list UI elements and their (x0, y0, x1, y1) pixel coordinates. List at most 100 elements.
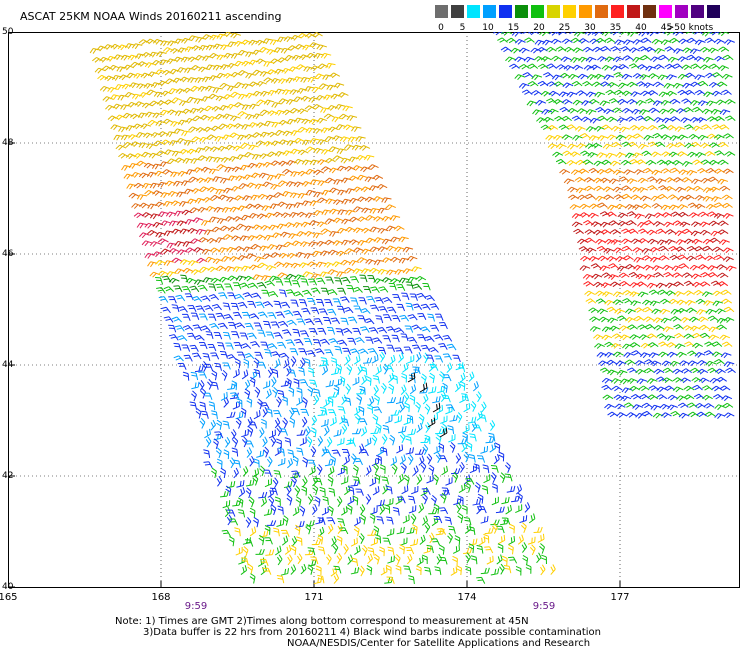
wind-barb (361, 268, 372, 275)
wind-barb (176, 137, 187, 144)
lat-label: 46 (2, 249, 14, 259)
wind-barb (642, 264, 654, 271)
wind-barb (354, 458, 363, 466)
wind-barb (186, 332, 197, 340)
wind-barb (674, 230, 686, 237)
wind-barb (311, 415, 318, 426)
wind-barb (193, 98, 205, 105)
wind-barb (365, 375, 372, 386)
wind-barb (346, 504, 353, 515)
wind-barb (446, 343, 457, 351)
wind-barb (674, 186, 686, 193)
wind-barb (293, 378, 300, 388)
wind-barb (653, 325, 665, 331)
wind-barb (264, 525, 271, 535)
wind-barb (689, 325, 701, 332)
wind-barb (337, 523, 343, 534)
wind-barb (198, 371, 207, 379)
wind-barb (668, 246, 680, 252)
wind-barb (368, 185, 380, 192)
wind-barb (650, 56, 662, 63)
wind-barb (314, 348, 325, 355)
wind-barb (434, 355, 444, 363)
wind-barb (684, 89, 696, 96)
wind-barb (150, 82, 162, 88)
wind-barb (577, 194, 589, 201)
wind-barb (606, 306, 618, 313)
scale-label: 45 (660, 23, 673, 33)
wind-barb (112, 103, 124, 110)
wind-barb (689, 117, 701, 123)
wind-barb (681, 98, 692, 104)
wind-barb (205, 331, 214, 339)
wind-barb (320, 148, 332, 155)
wind-barb (374, 473, 381, 484)
wind-barb (428, 361, 435, 372)
wind-barb (317, 534, 324, 545)
lon-label: 174 (457, 592, 477, 603)
wind-barb (367, 404, 373, 414)
wind-barb (381, 296, 393, 303)
wind-barb (308, 97, 319, 103)
wind-barb (155, 120, 166, 127)
wind-barb (409, 394, 416, 405)
wind-barb (363, 286, 372, 294)
wind-barb (382, 314, 392, 322)
wind-barb (601, 124, 613, 130)
wind-barb (312, 484, 319, 496)
wind-barb (162, 169, 173, 175)
wind-barb (324, 425, 330, 437)
map-title: ASCAT 25KM NOAA Winds 20160211 ascending (20, 10, 282, 23)
wind-barb (223, 449, 230, 460)
wind-barb (264, 280, 275, 287)
wind-barb (300, 95, 312, 102)
wind-barb (191, 381, 200, 390)
wind-barb (691, 178, 702, 185)
wind-barb (177, 119, 189, 126)
wind-barb (204, 229, 215, 236)
wind-barb (232, 311, 243, 319)
wind-barb (305, 127, 316, 134)
wind-barb (588, 307, 600, 313)
wind-barb (248, 212, 260, 219)
wind-barb (322, 449, 332, 457)
wind-barb (168, 324, 177, 333)
wind-barb (650, 360, 662, 367)
wind-barb (448, 434, 456, 443)
wind-barb (658, 54, 669, 61)
wind-barb (626, 178, 638, 185)
wind-barb (704, 37, 716, 44)
wind-barb (390, 409, 401, 416)
wind-barb (607, 369, 618, 376)
wind-barb (612, 186, 624, 193)
wind-barb (190, 371, 199, 381)
wind-barb (222, 302, 231, 311)
wind-barb (258, 534, 265, 546)
wind-barb (691, 32, 703, 35)
wind-barb (328, 249, 339, 256)
wind-barb (282, 262, 293, 269)
lon-label: 177 (610, 592, 630, 603)
wind-barb (598, 316, 610, 323)
wind-barb (719, 239, 730, 246)
wind-barb (622, 255, 634, 261)
wind-barb (478, 506, 487, 514)
wind-barb (701, 385, 713, 391)
wind-barb (682, 82, 693, 89)
wind-barb (702, 195, 714, 202)
wind-barb (311, 539, 322, 546)
wind-barb (250, 194, 261, 201)
wind-barb (262, 38, 273, 45)
wind-barb (457, 512, 464, 524)
wind-barb (552, 151, 564, 158)
wind-barb (511, 32, 523, 37)
wind-barb (222, 500, 231, 509)
wind-barb (245, 487, 252, 499)
wind-barb (349, 276, 360, 284)
wind-barb (348, 316, 358, 324)
wind-barb (621, 228, 632, 234)
wind-barb (604, 351, 616, 358)
wind-barb (720, 289, 732, 295)
wind-barb (243, 275, 255, 282)
wind-barb (575, 159, 587, 166)
